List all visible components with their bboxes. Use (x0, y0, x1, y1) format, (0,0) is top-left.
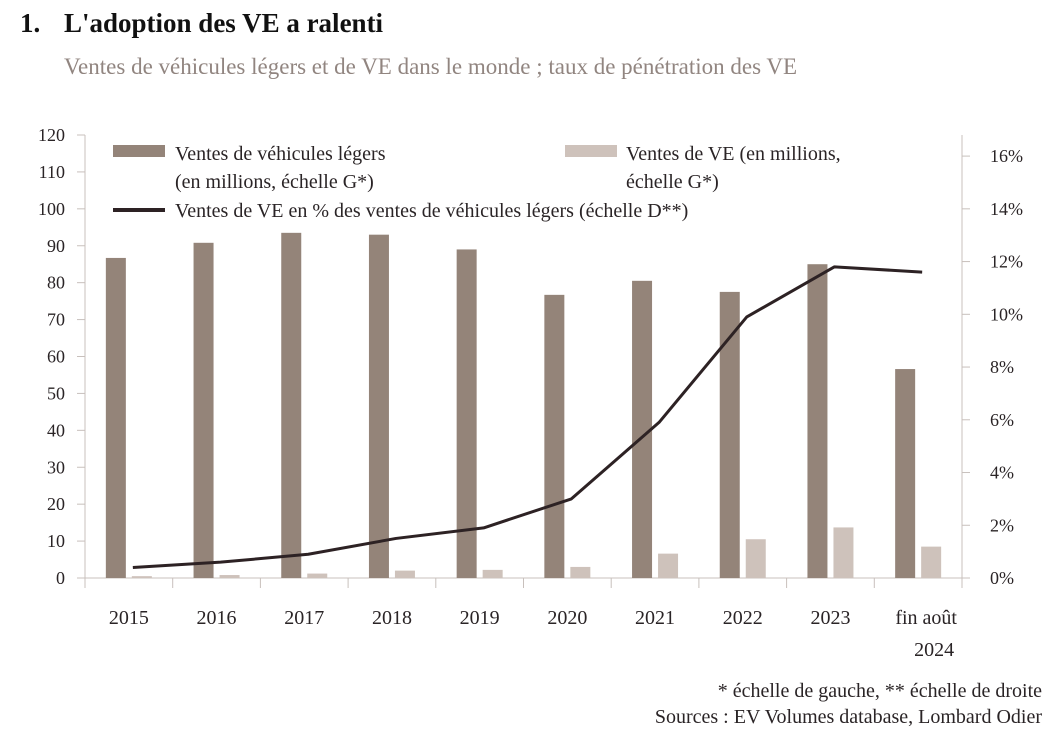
light-vehicle-bar (895, 369, 916, 578)
right-tick-label: 8% (990, 357, 1014, 377)
legend-label-light-vehicles: Ventes de véhicules légers (175, 143, 386, 165)
right-tick-label: 16% (990, 146, 1023, 166)
left-tick-label: 60 (47, 347, 65, 367)
ev-sales-bar (131, 576, 152, 578)
left-tick-label: 20 (47, 494, 65, 514)
right-tick-label: 12% (990, 252, 1023, 272)
left-tick-label: 30 (47, 457, 65, 477)
light-vehicle-bar (719, 291, 740, 578)
light-vehicle-bar (544, 294, 565, 578)
left-tick-label: 70 (47, 310, 65, 330)
ev-sales-bar (219, 575, 240, 578)
legend-label-light-vehicles: (en millions, échelle G*) (175, 171, 374, 193)
light-vehicle-bar (105, 257, 126, 578)
left-tick-label: 0 (56, 568, 65, 588)
x-tick-label: 2018 (372, 607, 412, 629)
x-tick-label: 2021 (635, 607, 675, 629)
legend-swatch-ev-sales (565, 145, 617, 157)
ev-sales-bar (482, 569, 503, 578)
ev-sales-bar (658, 553, 679, 578)
left-tick-label: 10 (47, 531, 65, 551)
x-tick-label: 2023 (810, 607, 850, 629)
x-tick-label: 2015 (109, 607, 149, 629)
light-vehicle-bar (368, 234, 389, 579)
footnote-sources: Sources : EV Volumes database, Lombard O… (654, 706, 1042, 728)
ev-sales-bar (921, 546, 942, 578)
x-tick-label: fin août (895, 607, 957, 629)
ev-sales-bar (394, 570, 415, 578)
light-vehicle-bar (632, 280, 653, 578)
left-tick-label: 40 (47, 420, 65, 440)
legend-label-ev-sales: échelle G*) (626, 171, 719, 193)
ev-sales-bar (307, 573, 328, 578)
light-vehicle-bar (807, 264, 828, 578)
chart-title-text: L'adoption des VE a ralenti (64, 8, 384, 38)
light-vehicle-bar (456, 249, 477, 579)
light-vehicle-bar (193, 242, 214, 578)
ev-sales-bar (745, 539, 766, 578)
left-tick-label: 80 (47, 273, 65, 293)
x-tick-label: 2022 (723, 607, 763, 629)
ev-sales-bar (833, 527, 854, 578)
ev-sales-bar (570, 566, 591, 578)
left-tick-label: 50 (47, 383, 65, 403)
x-tick-label: 2017 (284, 607, 324, 629)
light-vehicle-bar (281, 232, 302, 578)
legend-label-ev-sales: Ventes de VE (en millions, (626, 143, 841, 165)
x-tick-label: 2024 (914, 639, 954, 661)
left-tick-label: 110 (39, 162, 65, 182)
ev-share-line (132, 265, 923, 569)
right-tick-label: 0% (990, 568, 1014, 588)
right-tick-label: 4% (990, 463, 1014, 483)
x-tick-label: 2020 (547, 607, 587, 629)
legend-swatch-light-vehicles (113, 145, 165, 157)
x-tick-label: 2016 (197, 607, 237, 629)
chart-number: 1. (20, 8, 41, 38)
chart-subtitle: Ventes de véhicules légers et de VE dans… (64, 54, 798, 79)
left-tick-label: 90 (47, 236, 65, 256)
right-tick-label: 10% (990, 304, 1023, 324)
right-tick-label: 14% (990, 199, 1023, 219)
right-tick-label: 2% (990, 515, 1014, 535)
legend-label-ev-share: Ventes de VE en % des ventes de véhicule… (175, 200, 688, 222)
left-tick-label: 100 (38, 199, 65, 219)
chart-title: 1. L'adoption des VE a ralenti (20, 8, 383, 39)
x-tick-label: 2019 (460, 607, 500, 629)
footnote-scales: * échelle de gauche, ** échelle de droit… (717, 680, 1042, 702)
left-tick-label: 120 (38, 125, 65, 145)
right-tick-label: 6% (990, 410, 1014, 430)
